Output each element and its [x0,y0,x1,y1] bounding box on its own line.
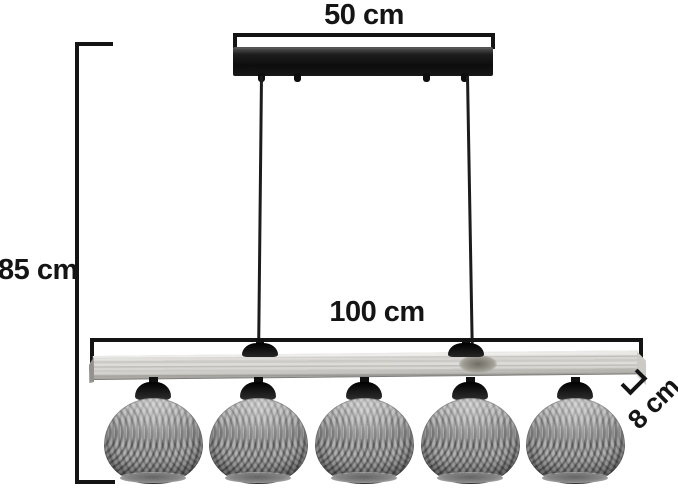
rattan-shade [420,398,520,484]
rattan-shade [103,398,203,484]
wood-knot [458,354,498,374]
dimension-bracket-canopy-width [233,33,495,49]
socket-stem [148,377,158,384]
cord-grip-nipple [462,339,470,346]
height-dimension-tick-bottom [75,480,115,484]
socket-stem [570,377,580,384]
rattan-shade [525,398,625,484]
height-dimension-tick-top [75,42,113,46]
suspension-cable-left [256,75,262,346]
dimension-label-total-height: 85 cm [0,254,78,286]
dimension-bracket-beam-length [90,338,643,365]
lamp-unit [103,377,203,487]
cord-grip [448,339,484,357]
socket-stem [253,377,263,384]
socket-stem [465,377,475,384]
cord-grip-cone [448,343,484,357]
rattan-shade [208,398,308,484]
cord-grip [242,339,278,357]
lamp-socket [135,382,171,400]
ceiling-canopy [233,47,493,82]
lamp-unit [208,377,308,487]
wooden-beam [93,350,638,380]
lamp-socket [346,382,382,400]
cable-gland [461,73,468,82]
rattan-shade [314,398,414,484]
cord-grip-cone [242,343,278,357]
lamp-socket [452,382,488,400]
dimension-label-beam-length: 100 cm [329,296,425,328]
lamp-unit [314,377,414,487]
lamp-socket [240,382,276,400]
dimension-label-canopy-width: 50 cm [324,0,404,31]
lamp-unit [420,377,520,487]
cable-gland [294,73,301,82]
cord-grip-nipple [256,339,264,346]
height-dimension-line [75,42,79,484]
cable-gland [423,73,430,82]
lamp-socket [557,382,593,400]
socket-stem [359,377,369,384]
lamp-unit [525,377,625,487]
